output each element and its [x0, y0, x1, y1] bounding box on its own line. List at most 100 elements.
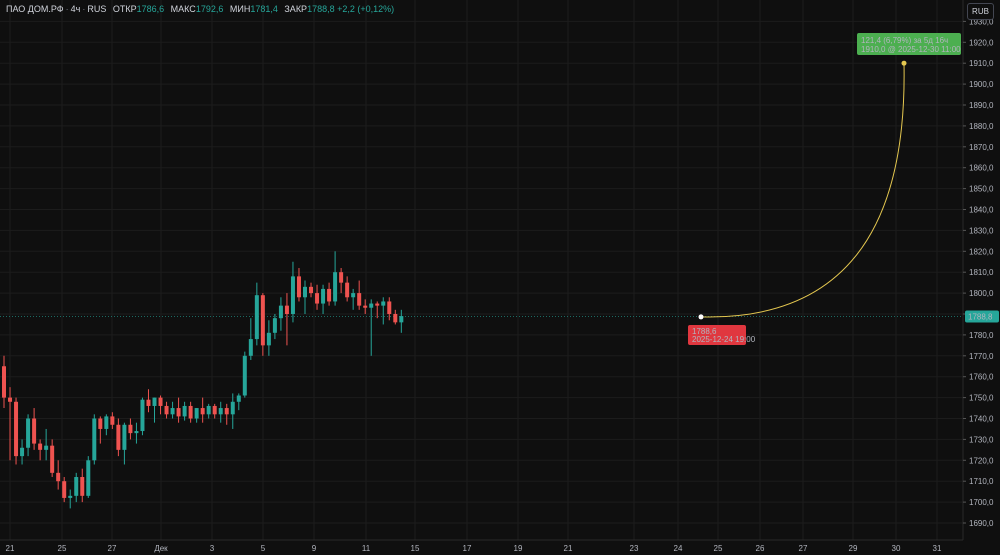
candle [363, 299, 368, 314]
currency-button[interactable]: RUB [967, 3, 994, 20]
candle [56, 460, 61, 490]
open-value: 1786,6 [136, 4, 165, 14]
candle [303, 280, 307, 314]
candle-body [333, 272, 338, 302]
candle-body [206, 405, 211, 415]
price-tick-label: 1690,0 [969, 519, 994, 528]
price-tick-label: 1910,0 [969, 59, 994, 68]
candle [116, 418, 121, 457]
candle [375, 301, 380, 319]
start-label-box [688, 325, 746, 345]
candle-body [2, 366, 6, 398]
candle [152, 397, 157, 423]
candle-body [351, 293, 356, 298]
candle [68, 489, 73, 509]
candle-body [134, 431, 139, 434]
candle [86, 456, 91, 498]
price-tick-label: 1740,0 [969, 415, 994, 424]
time-tick-label: 5 [261, 544, 266, 553]
candle [284, 293, 289, 346]
candle [296, 268, 301, 302]
price-tick-label: 1890,0 [969, 101, 994, 110]
candle [272, 314, 277, 340]
candle-body [104, 416, 109, 429]
candle [309, 282, 314, 298]
candle-body [146, 399, 151, 406]
candle [230, 393, 235, 429]
candle [387, 297, 392, 321]
candle-body [20, 447, 25, 457]
symbol-name[interactable]: ПАО ДОМ.РФ [6, 4, 64, 14]
candle-body [363, 305, 368, 308]
candle [200, 397, 205, 423]
last-price-value: 1788,8 [968, 313, 993, 322]
candle-body [152, 397, 157, 406]
candle-body [242, 355, 247, 396]
candle-body [345, 282, 350, 298]
projection-start-point [698, 314, 704, 320]
candle [248, 318, 253, 360]
candle [134, 422, 139, 444]
candle [357, 280, 362, 310]
candle-body [44, 445, 49, 450]
target-label-sub: 1910,0 @ 2025-12-30 11:00 [861, 45, 961, 54]
candle-body [381, 301, 386, 306]
candle [26, 414, 31, 457]
candle [260, 293, 265, 356]
candle-body [110, 416, 115, 425]
candle-body [284, 305, 289, 314]
time-tick-label: 9 [312, 544, 317, 553]
candle [351, 288, 356, 310]
candle [164, 401, 169, 419]
candle-body [387, 301, 392, 314]
price-tick-label: 1700,0 [969, 498, 994, 507]
time-axis: 21 25 27 Дек 3 5 9 11 15 17 19 21 23 24 25 26 27 29 30 31 [6, 544, 942, 553]
candle-body [393, 314, 398, 323]
candle [218, 401, 223, 423]
close-label: ЗАКР [284, 4, 308, 14]
candle-body [56, 472, 61, 482]
candle [393, 309, 398, 325]
interval-label: 4ч [70, 4, 81, 14]
time-tick-label: 26 [756, 544, 765, 553]
exchange-label: RUS [87, 4, 107, 14]
candle-body [212, 405, 217, 415]
candle [8, 387, 13, 461]
time-tick-label: 25 [714, 544, 723, 553]
candle-body [278, 305, 283, 319]
change-value: +2,2 (+0,12%) [337, 4, 395, 14]
candle-body [200, 408, 205, 415]
price-tick-label: 1850,0 [969, 185, 994, 194]
start-label-value: 1788,6 [692, 327, 717, 336]
time-tick-label: 24 [674, 544, 683, 553]
candle [44, 428, 49, 461]
time-tick-label: 21 [6, 544, 15, 553]
price-tick-label: 1840,0 [969, 206, 994, 215]
time-tick-label: 29 [849, 544, 858, 553]
candle-body [68, 495, 73, 498]
candle-body [98, 418, 103, 429]
candle [92, 414, 97, 465]
candle [158, 395, 163, 415]
candle-body [14, 401, 19, 457]
low-value: 1781,4 [250, 4, 278, 14]
price-tick-label: 1930,0 [969, 17, 994, 26]
time-tick-label: Дек [154, 544, 168, 553]
candle-body [327, 288, 332, 302]
price-tick-label: 1730,0 [969, 435, 994, 444]
candle-body [357, 293, 362, 306]
candle-body [296, 276, 301, 298]
candle [315, 284, 320, 310]
time-tick-label: 27 [799, 544, 808, 553]
candle-body [8, 397, 13, 402]
time-tick-label: 31 [933, 544, 942, 553]
candle [242, 351, 247, 398]
candle [224, 403, 229, 425]
candle-body [176, 408, 181, 417]
candle-body [236, 395, 241, 402]
close-value: 1788,8 [307, 4, 335, 14]
candle [182, 401, 187, 421]
candle [381, 297, 386, 325]
